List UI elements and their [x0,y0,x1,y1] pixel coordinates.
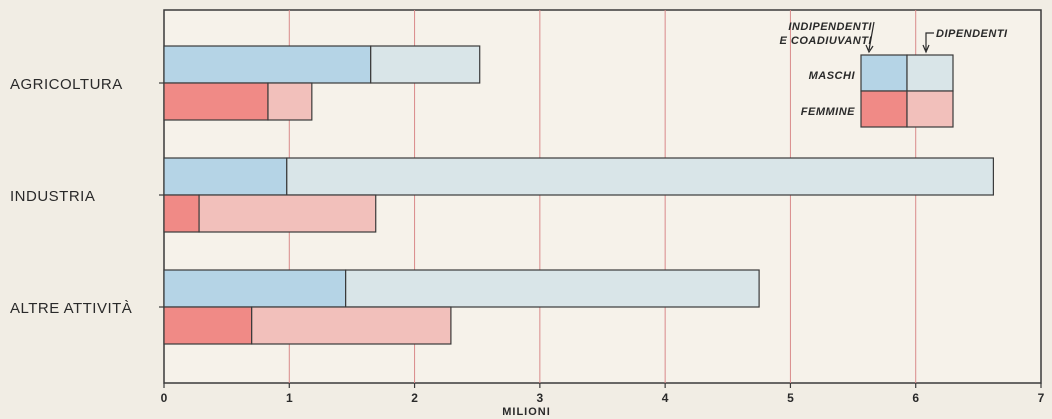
legend-col-label: E COADIUVANTI [780,35,873,47]
legend-row-label: MASCHI [809,70,856,82]
bar-maschi-indipendenti [163,157,288,196]
bar-femmine-indipendenti [163,194,200,233]
legend-swatch [860,54,908,92]
bar-maschi-indipendenti [163,45,372,84]
x-axis-title: MILIONI [502,406,551,418]
bar-femmine-dipendenti [198,194,377,233]
legend-row-label: FEMMINE [801,106,855,118]
legend-arrow [865,21,875,54]
bar-femmine-dipendenti [251,306,452,345]
bar-maschi-indipendenti [163,269,347,308]
bar-femmine-indipendenti [163,82,269,121]
x-tick-label: 1 [286,391,293,405]
legend-swatch [906,90,954,128]
x-tick-label: 7 [1038,391,1045,405]
legend-swatch [860,90,908,128]
bar-maschi-dipendenti [370,45,481,84]
bar-femmine-indipendenti [163,306,253,345]
legend-col-label: INDIPENDENTI [788,21,872,33]
x-tick-label: 4 [662,391,669,405]
x-tick-label: 6 [912,391,919,405]
category-label: AGRICOLTURA [10,76,123,93]
x-tick-label: 0 [161,391,168,405]
legend-swatch [906,54,954,92]
category-label: ALTRE ATTIVITÀ [10,300,132,317]
bar-maschi-dipendenti [345,269,760,308]
x-tick-label: 2 [411,391,418,405]
category-label: INDUSTRIA [10,188,95,205]
legend-arrow [922,32,934,54]
x-tick-label: 5 [787,391,794,405]
bar-femmine-dipendenti [267,82,313,121]
x-tick-label: 3 [537,391,544,405]
bar-maschi-dipendenti [286,157,994,196]
legend-col-label: DIPENDENTI [936,28,1008,40]
